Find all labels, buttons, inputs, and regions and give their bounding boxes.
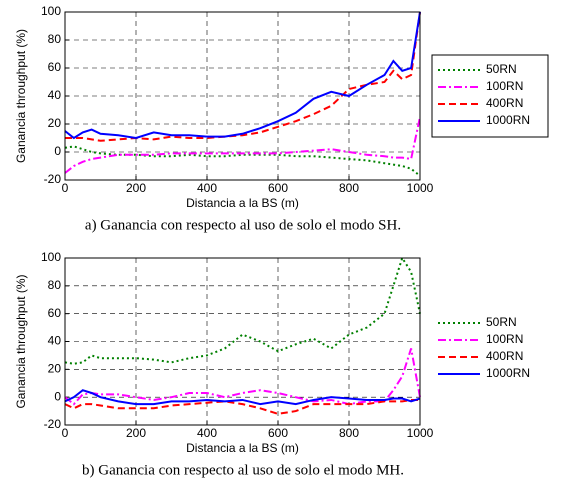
y-tick-label: 80 <box>48 278 62 292</box>
y-tick-label: 60 <box>48 306 62 320</box>
plot-frame <box>64 11 421 181</box>
legend-frame <box>431 54 549 138</box>
y-tick-label: 40 <box>48 88 62 102</box>
y-tick-label: 100 <box>41 4 61 18</box>
x-tick-label: 400 <box>197 426 217 440</box>
y-tick-label: 60 <box>48 60 62 74</box>
legend-label: 1000RN <box>486 366 530 380</box>
y-tick-label: -20 <box>44 172 62 186</box>
legend-label: 100RN <box>486 79 523 93</box>
data-line <box>64 348 421 406</box>
data-line <box>64 389 421 406</box>
y-tick-label: 20 <box>48 362 62 376</box>
legend-label: 50RN <box>486 315 517 329</box>
data-line <box>64 255 421 365</box>
data-line <box>64 116 421 174</box>
y-axis-label: Ganancia throughput (%) <box>14 274 28 408</box>
y-tick-label: 100 <box>41 250 61 264</box>
legend-label: 400RN <box>486 96 523 110</box>
plot-frame <box>64 257 421 426</box>
y-tick-label: 80 <box>48 32 62 46</box>
y-tick-label: 0 <box>54 389 61 403</box>
data-line <box>65 11 421 142</box>
legend-label: 1000RN <box>486 113 530 127</box>
x-tick-label: 0 <box>62 426 69 440</box>
y-tick-label: -20 <box>44 417 62 431</box>
x-tick-label: 600 <box>268 181 288 195</box>
data-line <box>64 11 421 140</box>
x-axis-label: Distancia a la BS (m) <box>186 441 299 455</box>
legend-label: 100RN <box>486 332 523 346</box>
x-tick-label: 200 <box>126 181 146 195</box>
data-line <box>64 145 421 177</box>
x-axis-label: Distancia a la BS (m) <box>186 196 299 210</box>
y-axis-label: Ganancia throughput (%) <box>14 29 28 163</box>
data-line <box>64 398 420 415</box>
caption: b) Ganancia con respecto al uso de solo … <box>82 462 404 478</box>
x-tick-label: 1000 <box>407 426 434 440</box>
x-tick-label: 800 <box>339 426 359 440</box>
caption: a) Ganancia con respecto al uso de solo … <box>85 217 401 233</box>
x-tick-label: 600 <box>268 426 288 440</box>
x-tick-label: 400 <box>197 181 217 195</box>
x-tick-label: 0 <box>62 181 69 195</box>
y-tick-label: 20 <box>48 116 62 130</box>
x-tick-label: 800 <box>339 181 359 195</box>
x-tick-label: 1000 <box>407 181 434 195</box>
x-tick-label: 200 <box>126 426 146 440</box>
y-tick-label: 40 <box>48 334 62 348</box>
legend-label: 400RN <box>486 349 523 363</box>
y-tick-label: 0 <box>54 144 61 158</box>
legend-label: 50RN <box>486 62 517 76</box>
